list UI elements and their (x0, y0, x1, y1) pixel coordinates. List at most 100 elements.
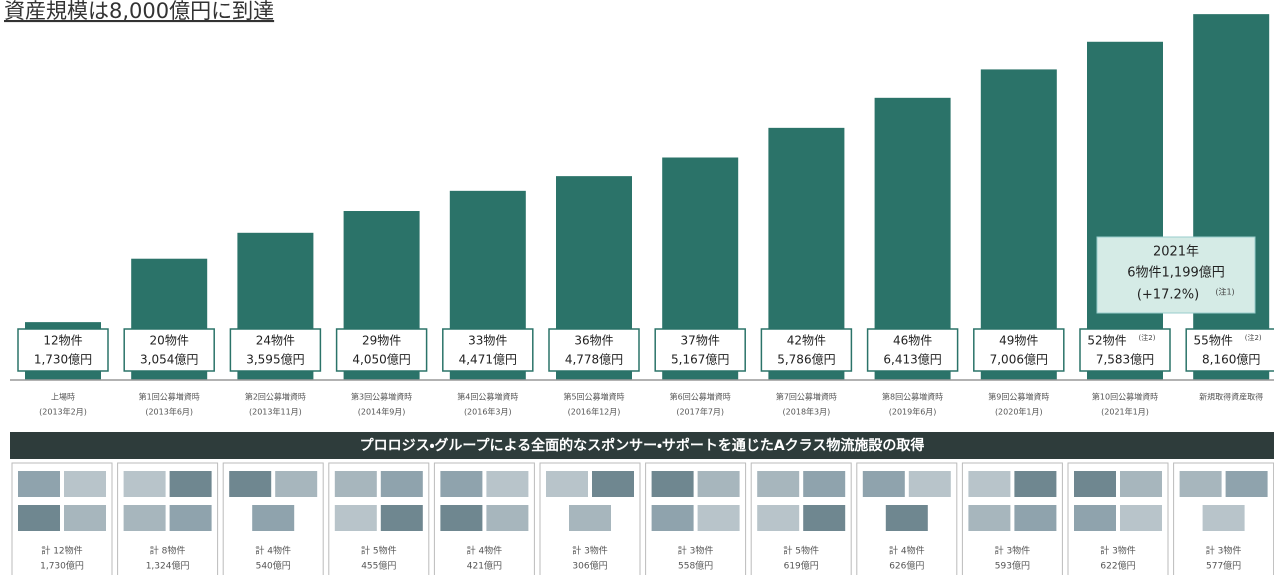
card-amount: 626億円 (889, 560, 924, 572)
photo (757, 471, 800, 497)
label-box (442, 328, 534, 372)
property-count: 33物件 (468, 334, 507, 348)
photo (1202, 505, 1245, 531)
card-count: 計 4物件 (889, 545, 925, 557)
x-tick-label: 第4回公募増資時 (457, 392, 518, 402)
x-tick-label: 第2回公募増資時 (245, 392, 306, 402)
photo (651, 505, 694, 531)
photo (1074, 471, 1116, 497)
x-tick-label: 上場時 (51, 392, 75, 402)
property-count: 12物件 (43, 334, 82, 348)
annotation-note: (注1) (1215, 287, 1234, 297)
bar (1193, 14, 1270, 380)
property-count: 46物件 (893, 334, 932, 348)
x-tick-date: (2019年6月) (889, 407, 937, 417)
card-amount: 1,730億円 (40, 560, 84, 572)
value-label: 4,050億円 (352, 353, 410, 367)
photo (169, 471, 212, 497)
bar (980, 69, 1057, 380)
property-count: 36物件 (574, 334, 613, 348)
bar (237, 232, 314, 380)
photo (18, 505, 60, 531)
card-count: 計 3物件 (572, 545, 608, 557)
card-amount: 622億円 (1100, 560, 1135, 572)
photo (968, 505, 1011, 531)
photo (334, 505, 377, 531)
photo (1120, 505, 1162, 531)
card-count: 計 3物件 (995, 545, 1031, 557)
photo (64, 471, 106, 497)
property-count: 20物件 (150, 334, 189, 348)
photo (803, 505, 846, 531)
photo (1179, 471, 1222, 497)
card-amount: 558億円 (678, 560, 713, 572)
value-label: 7,583億円 (1096, 353, 1154, 367)
x-tick-label: 第7回公募増資時 (776, 392, 837, 402)
photo (18, 471, 60, 497)
card-count: 計 4物件 (255, 545, 291, 557)
photo (380, 505, 423, 531)
value-label: 1,730億円 (34, 353, 92, 367)
photo (968, 471, 1011, 497)
photo (803, 471, 846, 497)
x-tick-date: (2013年11月) (249, 407, 302, 417)
x-tick-label: 第1回公募増資時 (139, 392, 200, 402)
photo (1074, 505, 1116, 531)
card-count: 計 8物件 (150, 545, 186, 557)
x-tick-label: 第5回公募増資時 (563, 392, 624, 402)
value-label: 7,006億円 (990, 353, 1048, 367)
note: (注2) (1245, 333, 1262, 342)
photo (486, 505, 529, 531)
value-label: 4,778億円 (565, 353, 623, 367)
photo (486, 471, 529, 497)
chart-title: 資産規模は8,000億円に到達 (4, 0, 274, 23)
banner-text: プロロジス・グループによる全面的なスポンサー・サポートを通じたAクラス物流施設の… (360, 437, 925, 454)
property-count: 29物件 (362, 334, 401, 348)
value-label: 5,786億円 (777, 353, 835, 367)
annotation-change: (+17.2%) (1137, 288, 1199, 303)
photo (1014, 505, 1057, 531)
label-box (760, 328, 853, 372)
card-count: 計 3物件 (1100, 545, 1136, 557)
photo (440, 471, 483, 497)
annotation-text: 6物件1,199億円 (1127, 266, 1225, 281)
x-tick-date: (2021年1月) (1101, 407, 1149, 417)
x-tick-label: 第8回公募増資時 (882, 392, 943, 402)
x-tick-label: 第3回公募増資時 (351, 392, 412, 402)
annotation-box (1096, 236, 1256, 314)
card-count: 計 5物件 (783, 545, 819, 557)
card-count: 計 3物件 (678, 545, 714, 557)
value-label: 3,595億円 (246, 353, 304, 367)
label-box (123, 328, 215, 372)
property-count: 37物件 (681, 334, 720, 348)
photo (697, 471, 740, 497)
x-tick-date: (2013年6月) (145, 407, 193, 417)
photo (229, 471, 272, 497)
x-tick-label: 新規取得資産取得 (1199, 392, 1263, 402)
label-box (335, 328, 428, 372)
card-amount: 421億円 (467, 560, 502, 572)
photo (123, 471, 166, 497)
x-tick-label: 第9回公募増資時 (988, 392, 1049, 402)
label-box (973, 328, 1065, 372)
bar (343, 211, 420, 380)
x-tick-date: (2014年9月) (358, 407, 406, 417)
card-amount: 619億円 (784, 560, 819, 572)
x-tick-date: (2016年3月) (464, 407, 512, 417)
label-box (1185, 328, 1274, 372)
photo (757, 505, 800, 531)
photo (885, 505, 928, 531)
photo (440, 505, 483, 531)
property-count: 49物件 (999, 334, 1038, 348)
value-label: 3,054億円 (140, 353, 198, 367)
card-amount: 593億円 (995, 560, 1030, 572)
card-amount: 540億円 (256, 560, 291, 572)
x-tick-label: 第6回公募増資時 (670, 392, 731, 402)
photo (252, 505, 295, 531)
photo (908, 471, 951, 497)
card-amount: 577億円 (1206, 560, 1241, 572)
card-amount: 306億円 (572, 560, 607, 572)
card-count: 計 3物件 (1206, 545, 1242, 557)
note: (注2) (1139, 333, 1156, 342)
photo (334, 471, 377, 497)
